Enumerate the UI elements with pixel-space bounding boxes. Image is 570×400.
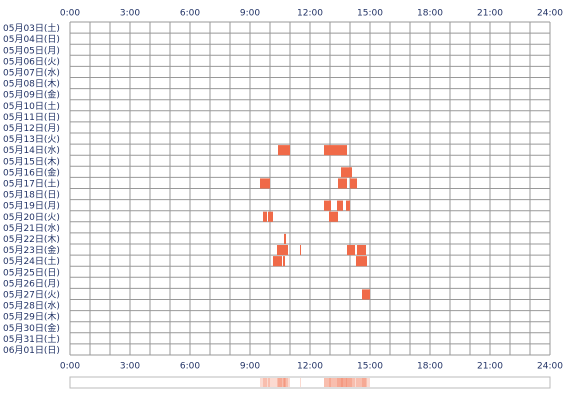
x-tick-label: 0:00 <box>60 362 80 372</box>
x-tick-label: 18:00 <box>417 9 443 19</box>
row-label: 05月19日(月) <box>3 201 60 212</box>
activity-block <box>356 256 367 267</box>
x-tick-label: 15:00 <box>357 9 383 19</box>
summary-block <box>263 378 267 387</box>
summary-block <box>284 378 286 387</box>
row-label: 05月12日(月) <box>3 123 60 134</box>
activity-block <box>346 200 350 211</box>
x-tick-label: 3:00 <box>120 9 140 19</box>
summary-bar-frame <box>69 376 551 389</box>
summary-block <box>347 378 355 387</box>
row-label: 05月28日(水) <box>3 300 60 312</box>
x-tick-label: 12:00 <box>297 9 323 19</box>
row-label: 05月26日(月) <box>3 278 60 289</box>
activity-block <box>263 211 267 222</box>
activity-block <box>362 289 370 300</box>
row-label: 05月15日(木) <box>3 155 60 167</box>
activity-block <box>357 245 366 256</box>
x-tick-label: 18:00 <box>417 362 443 372</box>
activity-block <box>283 256 285 267</box>
summary-block <box>350 378 357 387</box>
row-label: 05月24日(土) <box>3 255 60 267</box>
row-label: 05月21日(水) <box>3 222 60 234</box>
activity-block <box>350 178 357 189</box>
summary-block <box>260 378 270 387</box>
summary-block <box>357 378 366 387</box>
summary-block <box>356 378 367 387</box>
x-tick-label: 12:00 <box>297 362 323 372</box>
row-label: 05月23日(金) <box>3 244 60 256</box>
activity-block <box>324 145 347 156</box>
x-tick-label: 21:00 <box>477 362 503 372</box>
summary-block <box>337 378 343 387</box>
activity-block <box>273 256 282 267</box>
row-label: 05月30日(金) <box>3 322 60 334</box>
row-label: 05月17日(土) <box>3 177 60 189</box>
row-label: 05月10日(土) <box>3 100 60 112</box>
summary-block <box>362 378 370 387</box>
summary-block <box>324 378 331 387</box>
activity-block <box>337 200 343 211</box>
activity-block <box>260 178 270 189</box>
x-tick-label: 6:00 <box>180 362 200 372</box>
activity-block <box>341 167 352 178</box>
summary-block <box>329 378 338 387</box>
row-label: 05月20日(火) <box>3 212 60 223</box>
x-tick-label: 21:00 <box>477 9 503 19</box>
row-label: 05月13日(火) <box>3 134 60 145</box>
x-tick-label: 9:00 <box>240 362 260 372</box>
activity-block <box>278 145 290 156</box>
x-tick-label: 24:00 <box>537 9 563 19</box>
activity-block <box>329 211 338 222</box>
activity-block <box>338 178 347 189</box>
row-label: 05月31日(土) <box>3 333 60 345</box>
row-label: 05月14日(水) <box>3 144 60 156</box>
x-tick-label: 24:00 <box>537 362 563 372</box>
row-label: 06月01日(日) <box>3 345 60 356</box>
row-label: 05月04日(日) <box>3 34 60 45</box>
activity-block <box>268 211 273 222</box>
summary-block <box>341 378 352 387</box>
row-label: 05月25日(日) <box>3 267 60 278</box>
row-label: 05月08日(木) <box>3 78 60 90</box>
x-tick-label: 9:00 <box>240 9 260 19</box>
x-tick-label: 6:00 <box>180 9 200 19</box>
summary-block <box>324 378 347 387</box>
summary-block <box>273 378 282 387</box>
row-label: 05月16日(金) <box>3 166 60 178</box>
row-label: 05月05日(月) <box>3 45 60 56</box>
summary-block <box>278 378 290 387</box>
row-label: 05月06日(火) <box>3 56 60 67</box>
activity-block <box>284 233 286 244</box>
activity-block <box>300 245 301 256</box>
summary-block <box>283 378 285 387</box>
activity-block <box>277 245 288 256</box>
x-tick-label: 3:00 <box>120 362 140 372</box>
summary-block <box>346 378 350 387</box>
summary-block <box>338 378 347 387</box>
summary-block <box>277 378 288 387</box>
row-label: 05月03日(土) <box>3 22 60 34</box>
row-label: 05月18日(日) <box>3 190 60 201</box>
row-label: 05月07日(水) <box>3 66 60 78</box>
summary-block <box>268 378 273 387</box>
row-label: 05月22日(木) <box>3 233 60 245</box>
x-tick-label: 0:00 <box>60 9 80 19</box>
row-label: 05月09日(金) <box>3 89 60 101</box>
activity-block <box>347 245 355 256</box>
row-label: 05月29日(木) <box>3 311 60 323</box>
activity-block <box>324 200 331 211</box>
row-label: 05月11日(日) <box>3 112 60 123</box>
x-tick-label: 15:00 <box>357 362 383 372</box>
summary-block <box>300 378 301 387</box>
row-label: 05月27日(火) <box>3 289 60 300</box>
